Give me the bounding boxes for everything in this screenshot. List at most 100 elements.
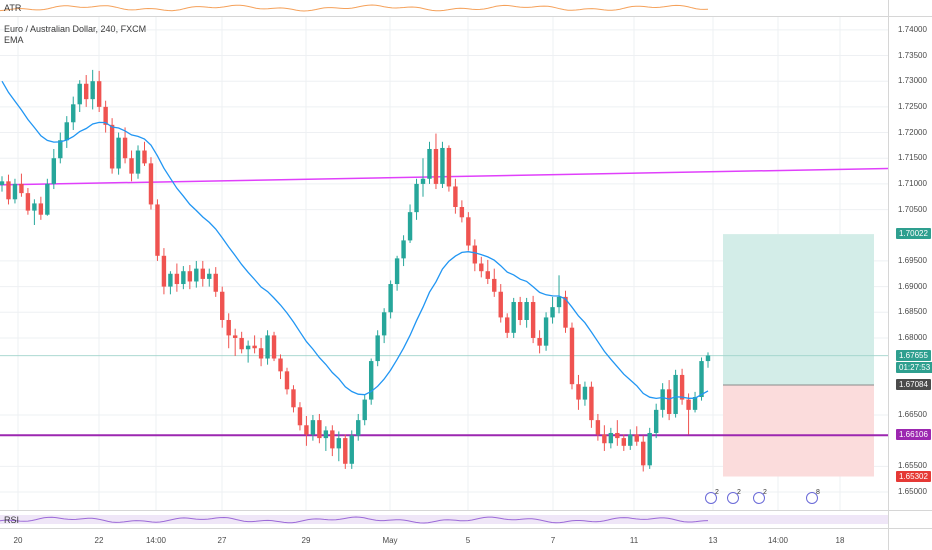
take-profit-zone <box>723 234 874 386</box>
candle <box>634 434 639 442</box>
price-tick: 1.69500 <box>898 255 927 265</box>
candle <box>433 148 439 184</box>
candle <box>705 355 711 362</box>
rsi-divider[interactable] <box>0 510 932 511</box>
time-tick: May <box>382 536 398 545</box>
candle <box>265 335 270 359</box>
candle <box>142 150 147 164</box>
atr-pane[interactable]: ATR <box>0 0 888 16</box>
candle <box>116 137 121 169</box>
candle <box>239 337 244 350</box>
time-tick: 5 <box>465 536 471 545</box>
price-tick: 1.74000 <box>898 24 927 34</box>
candle <box>466 217 471 246</box>
candle <box>297 407 303 426</box>
event-count: 8 <box>816 489 820 496</box>
candle <box>492 278 497 292</box>
price-tick: 1.70500 <box>898 204 927 214</box>
price-badge: 1.67655 <box>896 349 931 361</box>
candle <box>349 435 354 464</box>
candle <box>291 389 296 408</box>
atr-line <box>0 4 709 12</box>
atr-indicator-label[interactable]: ATR <box>4 3 22 13</box>
candle <box>524 302 529 320</box>
rsi-indicator-label[interactable]: RSI <box>4 515 20 525</box>
candle <box>51 158 57 184</box>
candle <box>304 425 309 435</box>
candle <box>96 81 102 107</box>
candle <box>556 296 562 308</box>
price-tick: 1.72000 <box>898 127 927 137</box>
candle <box>679 374 685 400</box>
rsi-pane[interactable]: RSI <box>0 511 888 528</box>
price-axis[interactable]: 1.74000 1.73500 1.73000 1.72500 1.72000 1.715… <box>889 0 932 528</box>
candle <box>207 273 212 279</box>
price-tick: 1.69000 <box>898 281 927 291</box>
candle <box>459 207 465 218</box>
main-chart-pane[interactable]: Euro / Australian Dollar, 240, FXCM EMA … <box>0 17 888 510</box>
economic-event-icon[interactable]: 2 <box>727 489 741 504</box>
candle <box>420 178 426 184</box>
candle <box>576 384 581 400</box>
candle <box>446 147 452 187</box>
candle <box>174 273 180 285</box>
candle <box>686 399 691 410</box>
price-axis-border <box>888 0 889 550</box>
time-tick: 14:00 <box>145 536 167 545</box>
time-axis-divider <box>0 528 932 529</box>
candle <box>692 397 698 410</box>
candle <box>32 203 37 211</box>
rsi-line <box>0 515 888 524</box>
candle <box>317 420 322 439</box>
candle <box>135 150 141 174</box>
candle <box>485 271 490 279</box>
event-count: 2 <box>737 489 741 496</box>
candle <box>181 271 186 285</box>
candle <box>148 163 154 205</box>
price-tick: 1.65500 <box>898 461 927 471</box>
candle <box>109 124 115 169</box>
time-tick: 27 <box>217 536 227 545</box>
price-tick: 1.66500 <box>898 409 927 419</box>
candle <box>0 181 5 185</box>
economic-event-icon[interactable]: 8 <box>806 489 820 504</box>
price-badge: 1.66106 <box>896 429 931 441</box>
candle <box>310 420 316 435</box>
price-badge: 01:27:53 <box>896 361 932 373</box>
candle <box>621 438 627 446</box>
candle <box>220 291 225 320</box>
candle <box>375 335 380 362</box>
candle <box>641 441 646 466</box>
candle <box>90 81 95 100</box>
candle <box>252 345 257 349</box>
candle <box>569 327 575 385</box>
symbol-title: Euro / Australian Dollar, 240, FXCM <box>4 24 147 34</box>
candle <box>12 183 18 200</box>
candle <box>194 268 199 282</box>
candle <box>284 371 290 390</box>
time-tick: 18 <box>835 536 845 545</box>
candle <box>38 203 44 215</box>
candle <box>582 386 588 400</box>
candle <box>278 358 283 372</box>
candle <box>505 317 510 333</box>
time-axis[interactable]: 20 22 14:00 27 29 May 5 7 11 13 14:00 18 <box>0 528 888 550</box>
economic-event-icon[interactable]: 2 <box>705 489 719 504</box>
economic-event-icon[interactable]: 2 <box>753 489 767 504</box>
candle <box>103 106 108 125</box>
price-chart[interactable] <box>0 17 888 510</box>
candle <box>381 312 387 336</box>
time-tick: 11 <box>629 536 639 545</box>
atr-divider[interactable] <box>0 16 932 17</box>
time-tick: 20 <box>13 536 23 545</box>
candle <box>45 183 50 215</box>
candle <box>330 430 335 449</box>
candle <box>388 284 393 313</box>
candle <box>673 374 678 414</box>
candle <box>628 434 633 446</box>
candle <box>647 432 652 466</box>
candle <box>83 83 89 100</box>
candle <box>19 183 24 194</box>
ema-indicator-label[interactable]: EMA <box>4 35 24 45</box>
candle <box>245 345 251 350</box>
